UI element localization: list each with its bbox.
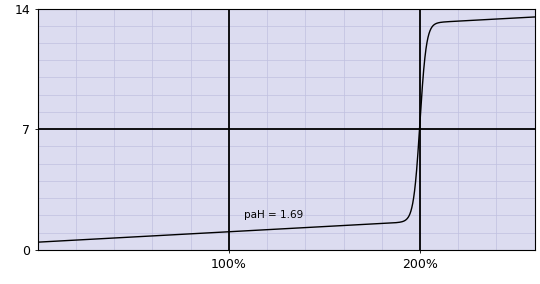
Text: paΗ = 1.69: paΗ = 1.69 bbox=[244, 210, 303, 220]
